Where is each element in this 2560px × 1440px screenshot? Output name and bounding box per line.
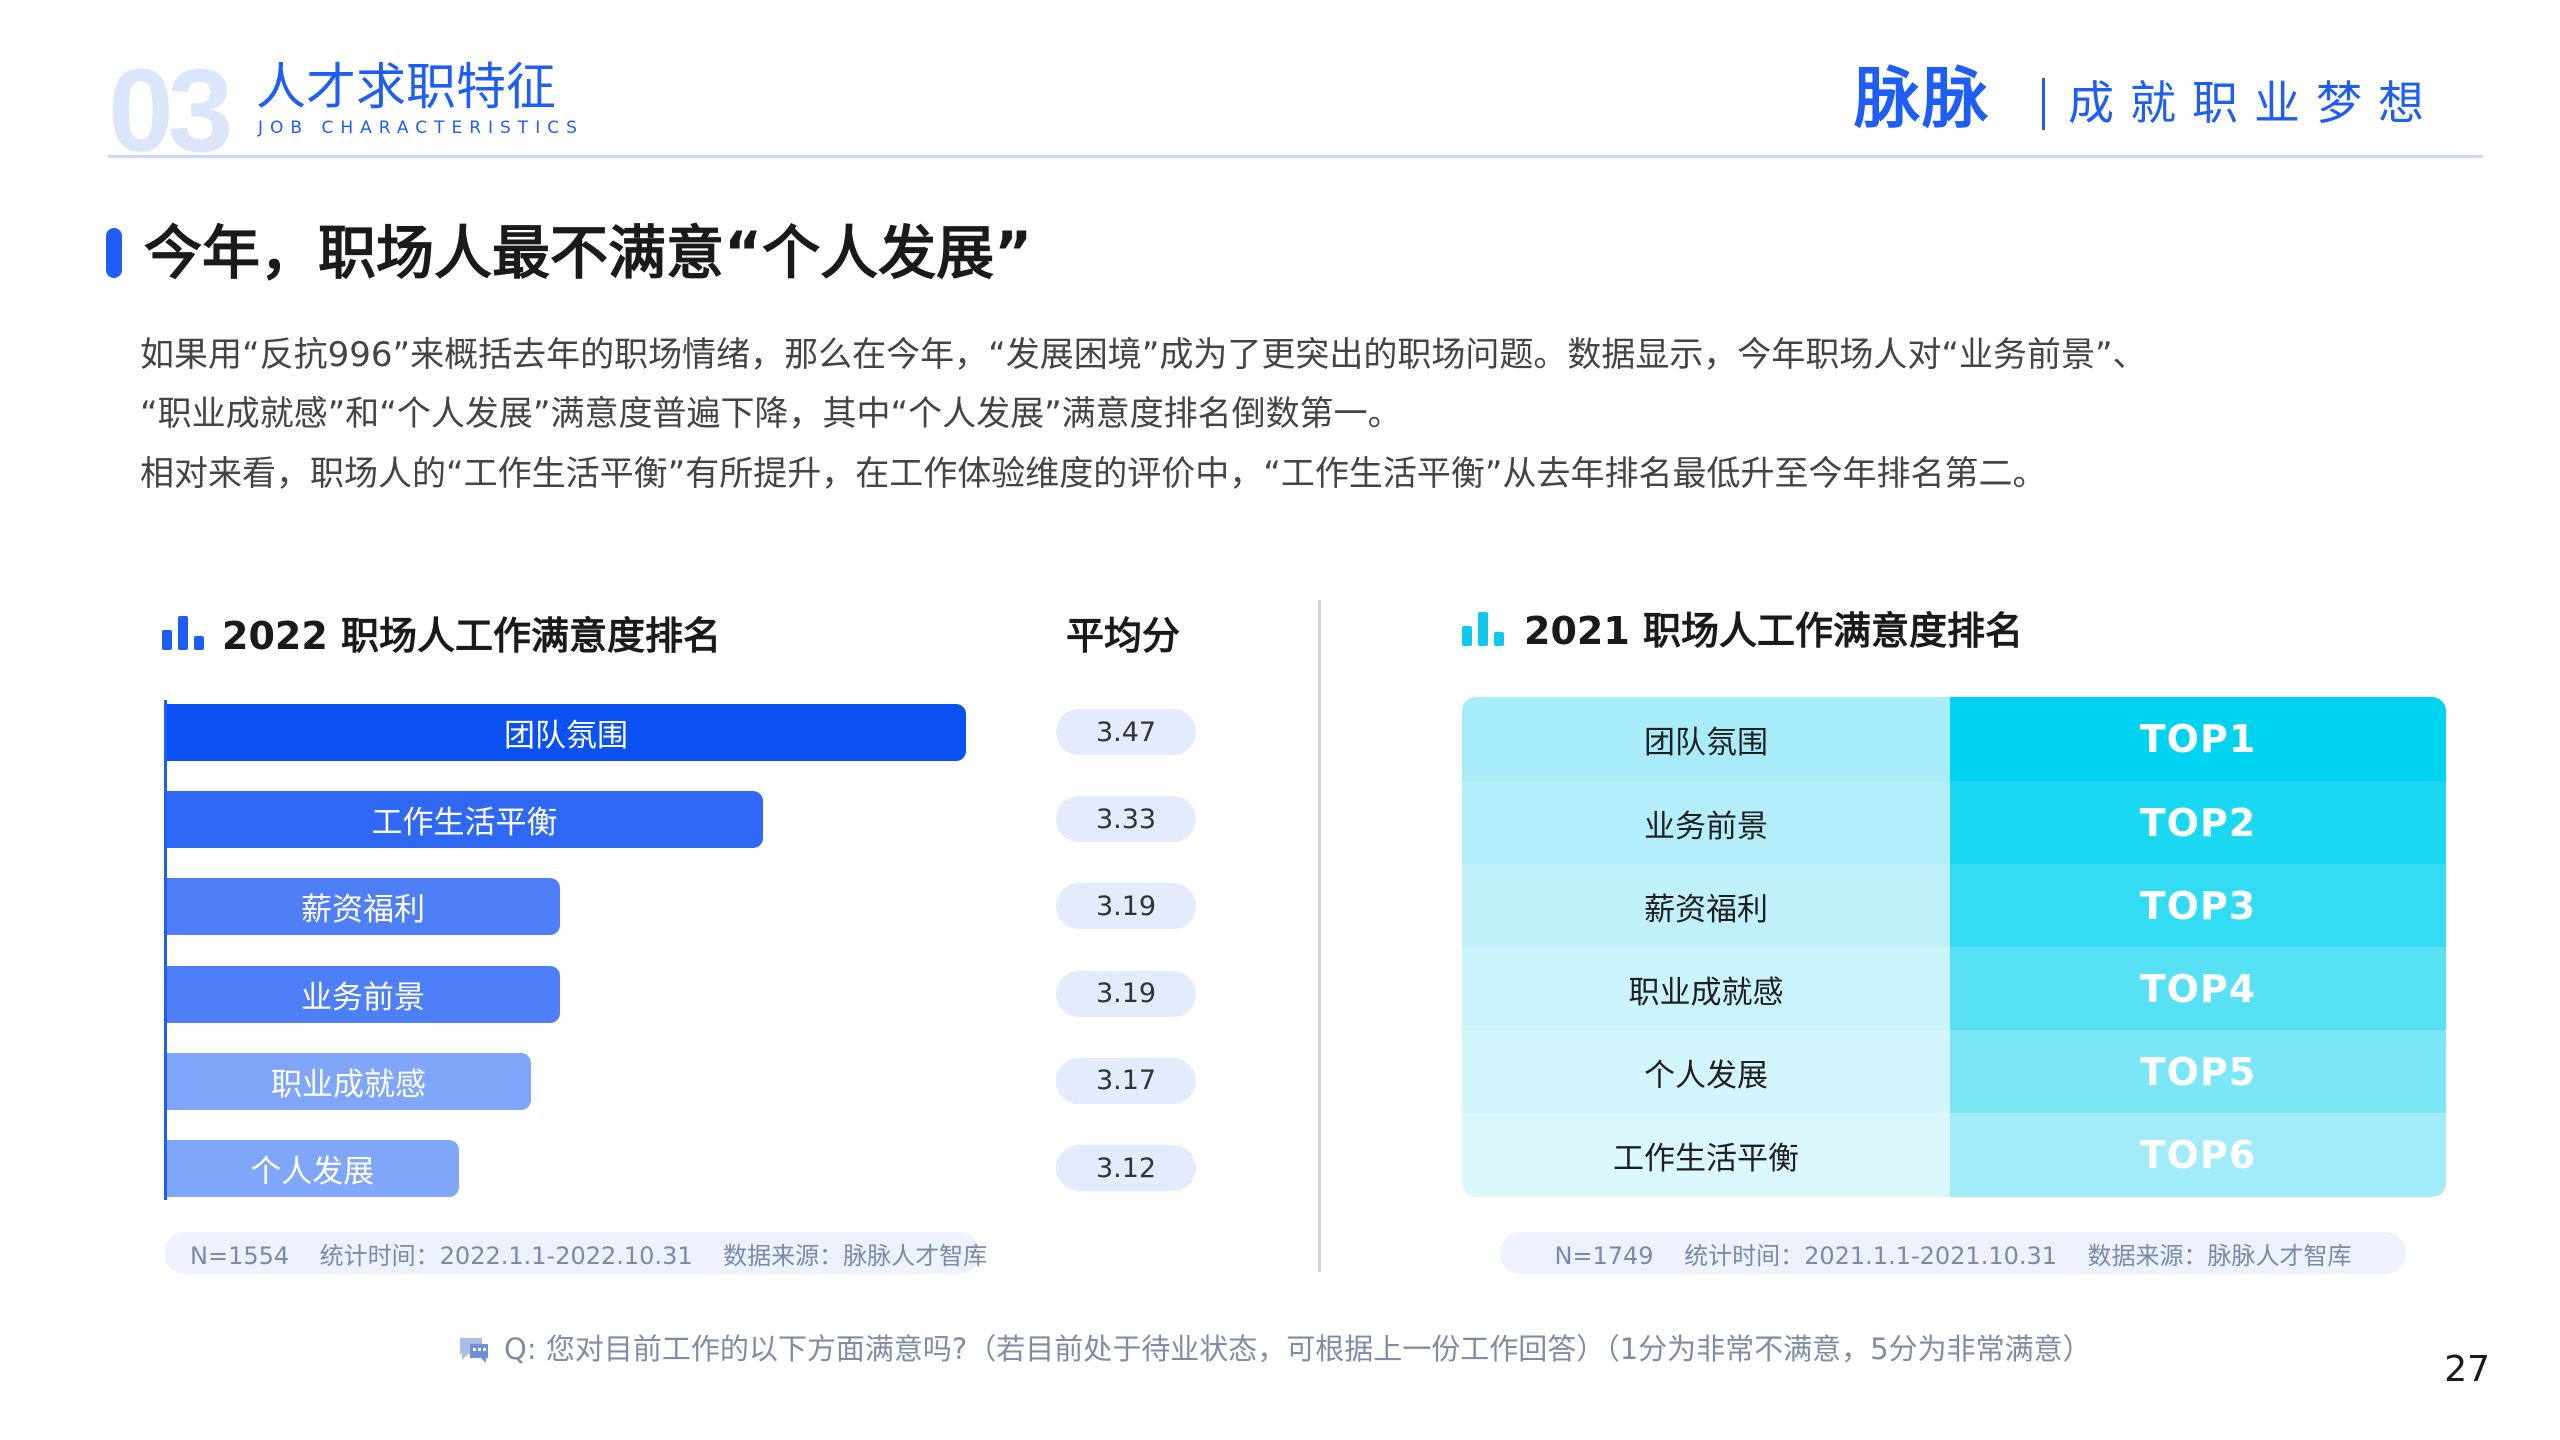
panel-divider	[1318, 600, 1321, 1272]
bar-4: 业务前景	[166, 965, 560, 1023]
bar-label: 业务前景	[301, 979, 425, 1016]
ranking-badge: TOP4	[1950, 947, 2446, 1031]
paragraph-line-1: 如果用“反抗996”来概括去年的职场情绪，那么在今年，“发展困境”成为了更突出的…	[140, 335, 2147, 375]
bar-5: 职业成就感	[166, 1052, 531, 1110]
ranking-label: 薪资福利	[1462, 864, 1950, 948]
average-score-value: 3.33	[1056, 796, 1196, 843]
average-score-value: 3.19	[1056, 970, 1196, 1017]
bar-chart-axis	[164, 700, 167, 1200]
ranking-badge: TOP2	[1950, 781, 2446, 865]
section-number: 03	[108, 45, 233, 177]
bar-chart-icon-2021	[1462, 612, 1508, 646]
ranking-row: 薪资福利 TOP3	[1462, 864, 2446, 948]
ranking-row: 职业成就感 TOP4	[1462, 947, 2446, 1031]
paragraph-line-3: 相对来看，职场人的“工作生活平衡”有所提升，在工作体验维度的评价中，“工作生活平…	[140, 454, 2047, 494]
ranking-label: 工作生活平衡	[1462, 1113, 1950, 1197]
brand-slogan: 成就职业梦想	[2068, 76, 2440, 130]
section-title: 人才求职特征	[256, 58, 556, 116]
ranking-row: 个人发展 TOP5	[1462, 1030, 2446, 1114]
bar-2: 工作生活平衡	[166, 791, 763, 849]
ranking-label: 个人发展	[1462, 1030, 1950, 1114]
chart-title-2022: 2022 职场人工作满意度排名	[222, 614, 721, 658]
section-subtitle: JOB CHARACTERISTICS	[258, 118, 584, 138]
bar-label: 薪资福利	[301, 892, 425, 929]
note-2021: N=1749 统计时间：2021.1.1-2021.10.31 数据来源：脉脉人…	[1500, 1232, 2406, 1274]
page-heading: 今年，职场人最不满意“个人发展”	[144, 219, 1033, 287]
ranking-label: 团队氛围	[1462, 697, 1950, 781]
ranking-badge: TOP5	[1950, 1030, 2446, 1114]
average-score-header: 平均分	[1066, 614, 1181, 658]
bar-1: 团队氛围	[166, 704, 966, 761]
note-2022: N=1554 统计时间：2022.1.1-2022.10.31 数据来源：脉脉人…	[164, 1232, 987, 1274]
page-number: 27	[2444, 1349, 2490, 1390]
survey-question: Q: 您对目前工作的以下方面满意吗?（若目前处于待业状态，可根据上一份工作回答）…	[504, 1332, 2092, 1366]
ranking-table-2021: 团队氛围 TOP1 业务前景 TOP2 薪资福利 TOP3 职业成就感 TOP4…	[1462, 697, 2446, 1197]
paragraph-line-2: “职业成就感”和“个人发展”满意度普遍下降，其中“个人发展”满意度排名倒数第一。	[140, 394, 1402, 434]
bar-chart-icon	[162, 616, 208, 650]
ranking-label: 职业成就感	[1462, 947, 1950, 1031]
bar-3: 薪资福利	[166, 878, 560, 936]
heading-accent-bar	[106, 228, 122, 278]
chart-title-2021: 2021 职场人工作满意度排名	[1524, 609, 2023, 653]
ranking-label: 业务前景	[1462, 781, 1950, 865]
ranking-badge: TOP6	[1950, 1113, 2446, 1197]
average-score-value: 3.47	[1056, 709, 1196, 755]
ranking-row: 业务前景 TOP2	[1462, 781, 2446, 865]
average-score-value: 3.19	[1056, 883, 1196, 930]
brand-logo: 脉脉	[1854, 60, 1990, 137]
ranking-row: 工作生活平衡 TOP6	[1462, 1113, 2446, 1197]
bar-label: 个人发展	[250, 1154, 375, 1190]
bar-label: 职业成就感	[271, 1066, 426, 1103]
brand-divider	[2042, 78, 2045, 130]
ranking-badge: TOP1	[1950, 697, 2446, 781]
bar-label: 团队氛围	[504, 718, 628, 754]
bar-6: 个人发展	[166, 1140, 459, 1197]
average-score-value: 3.17	[1056, 1057, 1196, 1104]
average-score-value: 3.12	[1056, 1145, 1196, 1191]
ranking-row: 团队氛围 TOP1	[1462, 697, 2446, 781]
chat-bubble-icon	[460, 1338, 488, 1363]
bar-label: 工作生活平衡	[371, 805, 558, 842]
header-divider	[108, 155, 2483, 158]
ranking-badge: TOP3	[1950, 864, 2446, 948]
